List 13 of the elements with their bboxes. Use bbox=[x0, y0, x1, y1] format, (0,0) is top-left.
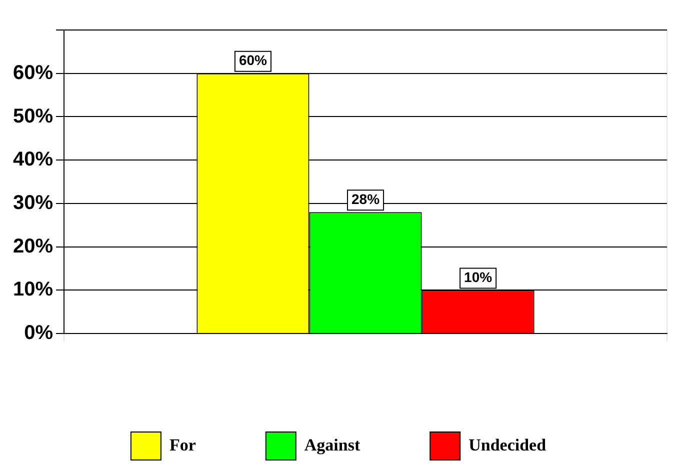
y-tick-label: 40% bbox=[13, 148, 54, 171]
y-tick-label: 10% bbox=[13, 278, 54, 301]
data-label: 60% bbox=[238, 52, 268, 68]
y-tick-label: 50% bbox=[13, 105, 54, 128]
data-label: 10% bbox=[464, 269, 493, 286]
y-tick-label: 0% bbox=[24, 322, 54, 344]
y-tick-label: 60% bbox=[13, 62, 54, 84]
legend-label: Against bbox=[304, 435, 360, 454]
legend-label: For bbox=[169, 435, 196, 454]
legend-label: Undecided bbox=[468, 435, 547, 454]
data-label: 28% bbox=[352, 191, 380, 208]
y-tick-label: 30% bbox=[13, 192, 54, 214]
y-tick-label: 20% bbox=[13, 235, 54, 258]
